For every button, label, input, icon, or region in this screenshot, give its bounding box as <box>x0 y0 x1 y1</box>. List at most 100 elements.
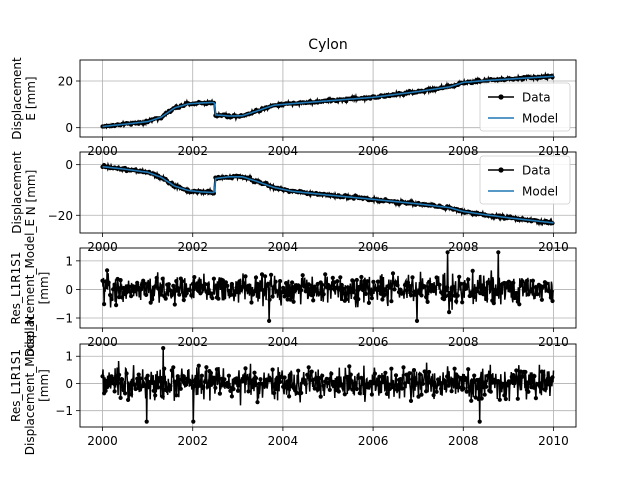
data-point <box>326 380 331 386</box>
data-point <box>417 372 423 377</box>
data-point <box>437 282 442 287</box>
data-point <box>550 375 555 380</box>
data-point <box>470 268 475 273</box>
data-point <box>345 374 350 380</box>
data-point <box>160 276 165 281</box>
data-point <box>350 278 355 283</box>
data-point <box>129 392 134 397</box>
data-point <box>542 387 548 392</box>
data-point <box>117 372 122 377</box>
data-point <box>305 372 310 377</box>
data-point <box>460 300 465 305</box>
data-point <box>344 297 349 302</box>
data-point <box>408 293 414 298</box>
data-point <box>517 374 522 379</box>
data-point <box>250 378 256 383</box>
legend-label: Data <box>522 164 551 178</box>
x-tick-label: 2010 <box>538 144 569 158</box>
subplot-2: 2000 2002 2004 2006 2008 2010 0 −20 Displacement… <box>10 151 577 254</box>
data-point <box>366 300 371 305</box>
data-point <box>195 384 200 389</box>
data-point <box>287 293 292 298</box>
y-tick-label: 0 <box>65 283 73 297</box>
data-point <box>359 274 364 280</box>
data-point <box>205 384 210 389</box>
legend-label: Data <box>522 91 551 105</box>
data-point <box>518 283 524 288</box>
data-point <box>466 367 471 372</box>
y-tick-label: 0 <box>65 121 73 135</box>
data-point <box>145 373 150 378</box>
data-point <box>114 303 119 308</box>
subplot-1: 2000 2002 2004 2006 2008 2010 0 20 Displacement E… <box>10 57 577 158</box>
data-point <box>172 302 177 307</box>
data-point <box>256 381 262 386</box>
data-point <box>172 379 177 384</box>
data-point <box>217 391 222 396</box>
data-point <box>160 394 165 399</box>
data-point <box>371 279 376 284</box>
data-point <box>384 391 389 396</box>
data-point <box>503 396 508 402</box>
data-point <box>216 296 221 301</box>
data-point <box>463 375 468 380</box>
data-point <box>445 374 450 379</box>
data-point <box>211 276 216 281</box>
data-point <box>213 284 218 289</box>
data-point <box>502 393 507 398</box>
legend-label: Model <box>522 185 558 199</box>
data-point <box>389 299 394 304</box>
data-point <box>439 386 444 391</box>
data-point <box>241 281 247 286</box>
data-point <box>374 382 379 387</box>
axes-frame <box>79 343 577 428</box>
data-point <box>479 396 484 401</box>
data-point <box>111 376 116 382</box>
data-point <box>220 278 225 283</box>
data-point <box>497 287 502 292</box>
data-point <box>282 294 287 299</box>
data-point <box>267 318 272 323</box>
data-point <box>458 281 463 286</box>
data-point <box>138 376 143 381</box>
data-point <box>455 293 460 298</box>
data-point <box>303 289 308 294</box>
data-point <box>530 379 536 384</box>
data-point <box>300 273 305 278</box>
data-point <box>497 397 502 402</box>
data-point <box>192 275 197 280</box>
data-point <box>132 382 137 387</box>
data-point <box>464 284 469 289</box>
data-point <box>387 386 392 391</box>
data-point <box>354 386 359 392</box>
data-point <box>171 365 176 370</box>
data-point <box>433 384 438 389</box>
data-point <box>193 377 198 382</box>
data-point <box>150 380 155 385</box>
data-point <box>153 393 158 398</box>
data-point <box>469 290 474 295</box>
data-point <box>269 272 274 277</box>
data-point <box>335 279 340 284</box>
data-point <box>181 374 186 379</box>
data-point <box>115 381 120 386</box>
data-point <box>302 377 307 382</box>
data-point <box>232 289 238 294</box>
data-point <box>296 368 301 373</box>
data-point <box>195 281 200 286</box>
data-point <box>258 284 263 289</box>
data-point <box>247 288 253 294</box>
data-point <box>445 250 450 255</box>
data-point <box>157 287 162 292</box>
data-point <box>330 275 335 280</box>
data-point <box>539 369 545 374</box>
data-point <box>430 283 435 288</box>
data-point <box>308 289 313 294</box>
data-point <box>196 363 201 368</box>
axes-frame <box>79 151 577 234</box>
data-point <box>413 376 418 381</box>
y-tick-label: 20 <box>58 75 73 89</box>
data-point <box>348 372 353 377</box>
data-point <box>541 284 546 289</box>
data-point <box>281 384 286 389</box>
